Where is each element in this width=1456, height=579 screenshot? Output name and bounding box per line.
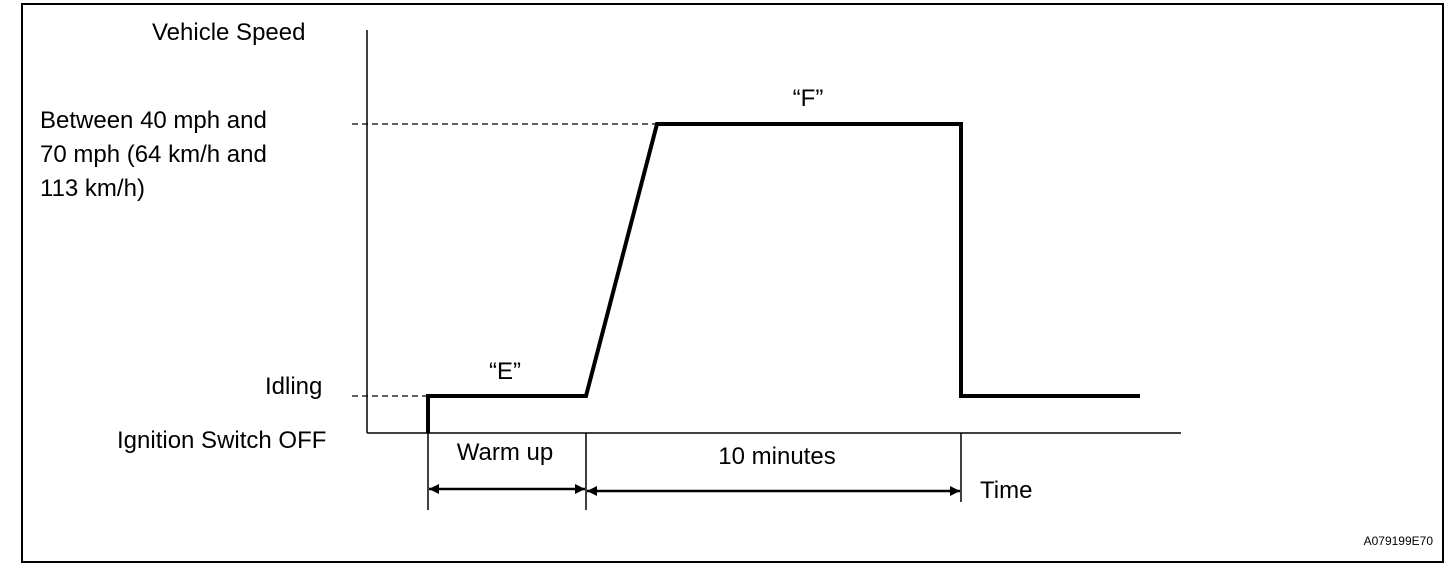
label-line: 70 mph (64 km/h and xyxy=(40,141,267,168)
high-speed-label: Between 40 mph and 70 mph (64 km/h and 1… xyxy=(40,107,274,202)
label-line: 113 km/h) xyxy=(40,175,145,202)
ignition-off-label: Ignition Switch OFF xyxy=(117,427,326,454)
speed-profile xyxy=(426,122,1140,433)
phase-e-label: “E” xyxy=(489,358,521,385)
label-line: Between 40 mph and xyxy=(40,107,267,134)
frame xyxy=(21,3,1444,563)
y-axis-title: Vehicle Speed xyxy=(152,19,305,46)
idling-label: Idling xyxy=(265,373,322,400)
phase-f-label: “F” xyxy=(793,85,824,112)
duration-label: 10 minutes xyxy=(718,443,835,470)
warm-up-label: Warm up xyxy=(457,439,553,466)
figure-id: A079199E70 xyxy=(1364,534,1434,548)
time-label: Time xyxy=(980,477,1032,504)
